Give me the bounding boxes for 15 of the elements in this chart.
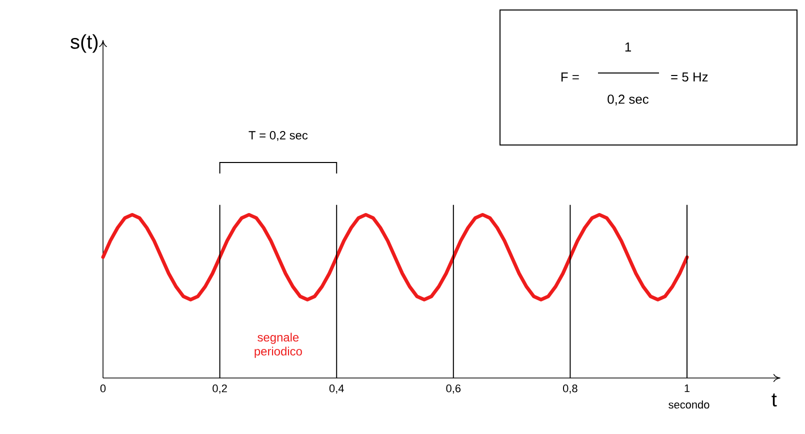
x-tick-label: 0,2 [212,384,227,394]
x-tick-label: 0,6 [446,384,461,394]
text: s(t) [70,34,98,53]
x-tick-label: 0 [100,384,106,392]
text: = 5 Hz [671,72,708,82]
text: F = [561,72,579,82]
text: secondo [668,400,710,409]
text: 0,2 sec [608,94,649,106]
x-tick-label: 0,8 [563,384,578,394]
x-tick-label: 1 [684,384,690,392]
text: 1 [625,42,631,52]
text: segnale periodico [254,332,302,358]
x-tick-label: 0,4 [329,384,344,394]
x-axis-title: t [772,394,777,407]
text: T = 0,2 sec [248,131,308,141]
